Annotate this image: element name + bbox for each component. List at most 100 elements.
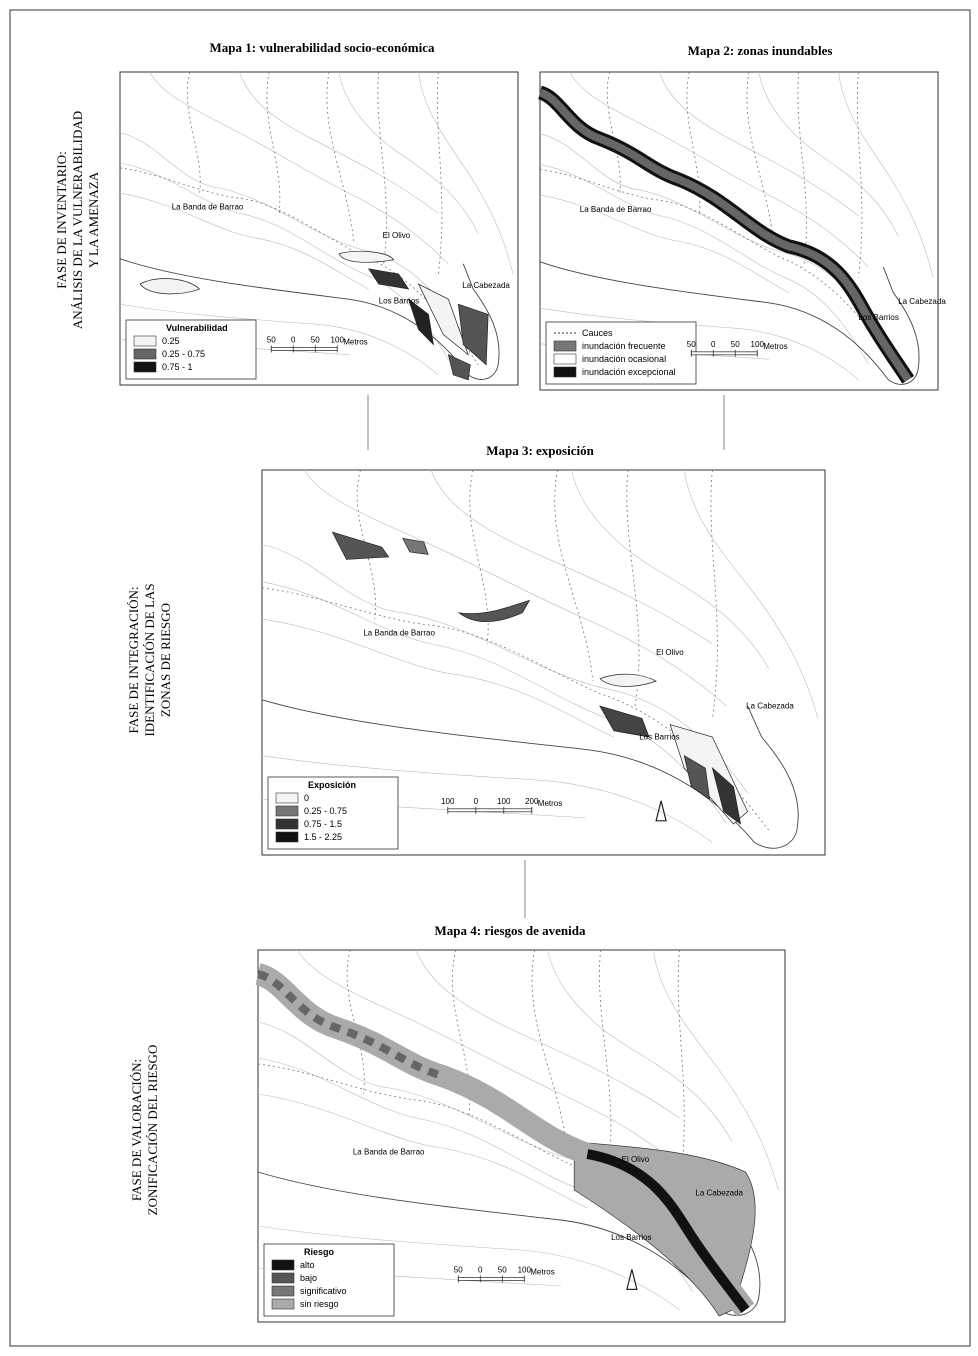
phase-line: FASE DE INVENTARIO: xyxy=(54,151,69,288)
phase-line: ZONIFICACIÓN DEL RIESGO xyxy=(145,1045,160,1216)
legend-item: 0.75 - 1 xyxy=(162,362,193,372)
legend-swatch xyxy=(275,831,299,843)
map-zone xyxy=(448,355,470,380)
legend-title: Vulnerabilidad xyxy=(166,323,228,333)
place-label: La Cabezada xyxy=(462,281,510,290)
scale-unit: Metros xyxy=(530,1267,554,1276)
place-label: Los Barrios xyxy=(858,313,898,322)
scale-label: 50 xyxy=(731,340,740,349)
map-title: Mapa 1: vulnerabilidad socio-económica xyxy=(210,40,435,55)
risk-zone xyxy=(587,1154,745,1310)
map-zone xyxy=(339,251,394,262)
legend-item: alto xyxy=(300,1260,315,1270)
legend-swatch xyxy=(553,340,577,352)
place-label: La Cabezada xyxy=(746,702,794,711)
phase-line: Y LA AMENAZA xyxy=(86,171,101,268)
map-title: Mapa 2: zonas inundables xyxy=(688,43,833,58)
scale-label: 50 xyxy=(311,335,320,344)
legend-item: inundación excepcional xyxy=(582,367,676,377)
connectors xyxy=(367,395,725,918)
phase-labels: FASE DE INVENTARIO: ANÁLISIS DE LA VULNER… xyxy=(54,111,173,1215)
place-label: La Cabezada xyxy=(898,297,946,306)
map-zone xyxy=(419,284,469,355)
scale-label: 50 xyxy=(687,340,696,349)
scale-label: 100 xyxy=(751,340,765,349)
map-panel: Mapa 3: exposición La Banda de Barrao El O… xyxy=(261,443,826,856)
phase-line: IDENTIFICACIÓN DE LAS xyxy=(142,583,157,736)
north-arrow xyxy=(655,800,667,822)
map-zone xyxy=(409,299,434,344)
scale-label: 100 xyxy=(331,335,345,344)
scale-label: 100 xyxy=(441,797,455,806)
map-body xyxy=(119,71,514,380)
map-zone xyxy=(403,538,428,554)
legend-swatch xyxy=(271,1298,295,1310)
phase-label: FASE DE VALORACIÓN: ZONIFICACIÓN DEL RIES… xyxy=(129,1045,160,1216)
map-panel: Mapa 4: riesgos de avenida La Banda de Ba… xyxy=(258,923,786,1323)
map-zone xyxy=(684,756,709,799)
phase-label: FASE DE INTEGRACIÓN: IDENTIFICACIÓN DE LA… xyxy=(126,583,173,736)
scale-label: 100 xyxy=(518,1265,532,1274)
scale-label: 50 xyxy=(498,1265,507,1274)
legend-item: 1.5 - 2.25 xyxy=(304,832,342,842)
scale-bar xyxy=(447,808,533,813)
map-zone xyxy=(140,279,200,294)
scale-label: 0 xyxy=(474,797,479,806)
legend-title: Exposición xyxy=(308,780,356,790)
legend-item: bajo xyxy=(300,1273,317,1283)
map-zone xyxy=(459,600,529,621)
legend-swatch xyxy=(133,348,157,360)
map-body xyxy=(540,71,934,385)
place-label: El Olivo xyxy=(656,648,684,657)
map-body xyxy=(261,469,819,849)
phase-line: ANÁLISIS DE LA VULNERABILIDAD xyxy=(70,111,85,329)
page-frame xyxy=(9,9,971,1347)
place-label: El Olivo xyxy=(383,231,411,240)
legend-swatch xyxy=(275,792,299,804)
legend-item: 0.25 - 0.75 xyxy=(162,349,205,359)
legend-swatch xyxy=(275,805,299,817)
place-label: Los Barrios xyxy=(639,733,679,742)
scale-unit: Metros xyxy=(538,799,562,808)
legend-swatch xyxy=(271,1285,295,1297)
scale-label: 200 xyxy=(525,797,539,806)
legend-swatch xyxy=(271,1272,295,1284)
place-label: La Banda de Barrao xyxy=(353,1148,425,1157)
legend-item: sin riesgo xyxy=(300,1299,339,1309)
legend-item: 0 xyxy=(304,793,309,803)
phase-line: FASE DE INTEGRACIÓN: xyxy=(126,586,141,733)
scale-unit: Metros xyxy=(763,342,787,351)
map-title: Mapa 3: exposición xyxy=(486,443,594,458)
map-zone xyxy=(600,706,649,737)
map-title: Mapa 4: riesgos de avenida xyxy=(435,923,586,938)
legend-title: Riesgo xyxy=(304,1247,335,1257)
map-body xyxy=(258,949,780,1316)
scale-label: 0 xyxy=(291,335,296,344)
map-zone xyxy=(458,304,488,365)
place-label: La Banda de Barrao xyxy=(580,205,652,214)
place-label: La Banda de Barrao xyxy=(172,203,244,212)
legend-swatch xyxy=(133,335,157,347)
risk-zone xyxy=(258,974,442,1076)
map-zone xyxy=(600,674,656,686)
map-panel: Mapa 2: zonas inundables La Banda de Barr… xyxy=(540,43,946,391)
place-label: El Olivo xyxy=(622,1155,650,1164)
scale-bar xyxy=(457,1277,525,1281)
legend-item: significativo xyxy=(300,1286,347,1296)
map-zone xyxy=(369,269,409,289)
legend-item: inundación ocasional xyxy=(582,354,666,364)
legend-item: 0.25 - 0.75 xyxy=(304,806,347,816)
legend-item: 0.75 - 1.5 xyxy=(304,819,342,829)
phase-label: FASE DE INVENTARIO: ANÁLISIS DE LA VULNER… xyxy=(54,111,101,329)
scale-bar xyxy=(690,351,758,356)
map-zone xyxy=(712,768,740,824)
phase-line: FASE DE VALORACIÓN: xyxy=(129,1059,144,1201)
legend-swatch xyxy=(271,1259,295,1271)
legend-item: Cauces xyxy=(582,328,613,338)
legend-swatch xyxy=(275,818,299,830)
scale-label: 50 xyxy=(454,1265,463,1274)
scale-unit: Metros xyxy=(343,337,367,346)
map-zone xyxy=(332,532,388,559)
legend-swatch xyxy=(133,361,157,373)
